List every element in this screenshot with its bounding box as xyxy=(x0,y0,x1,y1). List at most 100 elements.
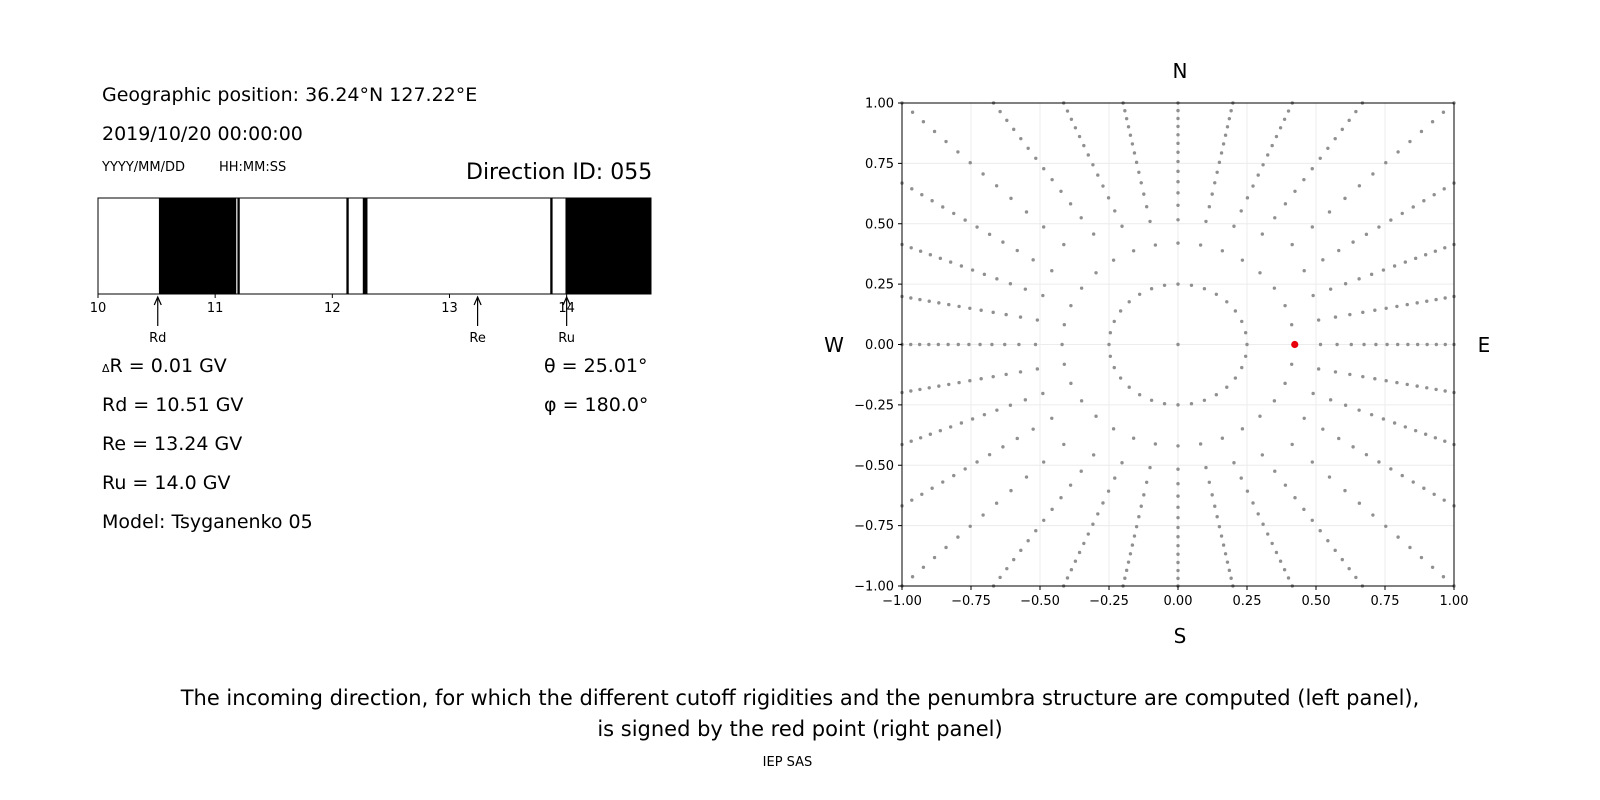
direction-point xyxy=(1443,439,1447,443)
direction-point xyxy=(1012,127,1016,132)
direction-point xyxy=(1381,268,1386,272)
direction-point xyxy=(1176,515,1180,520)
direction-point xyxy=(1108,354,1113,358)
direction-point xyxy=(1176,403,1180,407)
direction-point xyxy=(1245,342,1249,347)
direction-point xyxy=(927,299,931,303)
direction-point xyxy=(1233,376,1238,380)
direction-point xyxy=(1286,576,1291,580)
direction-point xyxy=(1225,385,1229,389)
direction-point xyxy=(1273,469,1277,473)
direction-point xyxy=(1176,560,1180,565)
direction-point xyxy=(1423,253,1428,257)
direction-point xyxy=(1144,205,1149,209)
direction-point xyxy=(937,384,941,388)
direction-point xyxy=(1131,436,1136,440)
direction-point xyxy=(1041,460,1046,464)
direction-point xyxy=(920,492,924,496)
direction-point xyxy=(1302,507,1306,512)
direction-point xyxy=(1111,427,1116,431)
direction-point xyxy=(1371,172,1375,176)
direction-point xyxy=(938,256,943,261)
direction-point xyxy=(1065,576,1070,580)
direction-point xyxy=(1034,529,1038,533)
x-tick-label: 0.00 xyxy=(1164,594,1193,609)
direction-point xyxy=(959,264,964,268)
direction-point xyxy=(1240,427,1245,431)
direction-point xyxy=(1415,342,1420,347)
direction-point xyxy=(1204,219,1208,224)
direction-point xyxy=(1432,193,1436,197)
direction-point xyxy=(1214,292,1219,297)
direction-point xyxy=(1086,532,1090,536)
direction-point xyxy=(1395,304,1399,309)
direction-point xyxy=(1091,522,1095,526)
direction-point xyxy=(1337,436,1341,441)
direction-point xyxy=(1223,133,1228,137)
direction-point xyxy=(1142,493,1146,497)
direction-point xyxy=(952,211,956,216)
direction-point xyxy=(1220,249,1225,253)
direction-point xyxy=(1423,432,1428,436)
direction-point xyxy=(1389,467,1393,471)
direction-point xyxy=(1123,576,1127,580)
direction-point xyxy=(968,161,972,165)
direction-point xyxy=(1354,575,1358,580)
direction-point xyxy=(909,246,913,250)
direction-point xyxy=(1227,116,1232,121)
penumbra-ticks: 10 11 12 13 14 xyxy=(90,294,575,316)
marker-label-ru: Ru xyxy=(558,331,575,346)
direction-point xyxy=(1373,308,1377,312)
direction-point xyxy=(1042,518,1046,523)
penumbra-markers: Rd Re Ru xyxy=(149,295,575,346)
direction-point xyxy=(1413,428,1418,433)
direction-point xyxy=(1354,109,1358,114)
direction-point xyxy=(1176,576,1180,581)
direction-point xyxy=(975,460,979,464)
direction-point xyxy=(1361,374,1365,379)
caption-line-1: The incoming direction, for which the di… xyxy=(180,686,1420,710)
direction-point xyxy=(1302,269,1306,273)
direction-point xyxy=(1270,143,1274,148)
direction-point xyxy=(967,342,971,347)
caption-line-2: is signed by the red point (right panel) xyxy=(597,717,1003,741)
direction-point xyxy=(1357,277,1361,281)
direction-point xyxy=(1328,287,1333,291)
direction-point xyxy=(1003,342,1007,347)
direction-point xyxy=(1318,529,1322,533)
y-tick-label: 0.75 xyxy=(865,157,894,172)
direction-point xyxy=(1377,460,1381,464)
direction-point xyxy=(1123,109,1127,113)
direction-point xyxy=(927,386,931,390)
direction-point xyxy=(909,439,913,443)
x-tick-label: 0.50 xyxy=(1302,594,1331,609)
direction-point xyxy=(1176,141,1180,146)
direction-point xyxy=(1311,293,1315,298)
direction-point xyxy=(918,387,922,392)
direction-point xyxy=(1395,380,1399,385)
x-tick-label: 0.25 xyxy=(1233,594,1262,609)
marker-arrowhead xyxy=(153,295,162,306)
direction-point xyxy=(1101,184,1105,188)
direction-point xyxy=(1082,541,1086,546)
direction-point xyxy=(1415,384,1419,388)
direction-point xyxy=(1251,501,1255,505)
direction-point xyxy=(1340,557,1344,562)
direction-point xyxy=(1041,391,1045,396)
direction-point xyxy=(1392,421,1397,425)
direction-point xyxy=(1015,436,1019,441)
direction-point xyxy=(1137,515,1141,519)
direction-point xyxy=(956,150,960,154)
re-value: Re = 13.24 GV xyxy=(102,433,243,455)
compass-south: S xyxy=(1174,624,1187,648)
direction-point xyxy=(1086,153,1090,157)
direction-point xyxy=(1413,256,1418,261)
direction-point xyxy=(1232,224,1236,228)
direction-point xyxy=(1023,398,1028,402)
direction-point xyxy=(975,225,979,229)
x-tick-label: 0.75 xyxy=(1371,594,1400,609)
direction-point xyxy=(927,342,931,347)
direction-point xyxy=(1227,568,1232,573)
direction-point xyxy=(1442,187,1446,191)
direction-point xyxy=(1034,156,1038,160)
